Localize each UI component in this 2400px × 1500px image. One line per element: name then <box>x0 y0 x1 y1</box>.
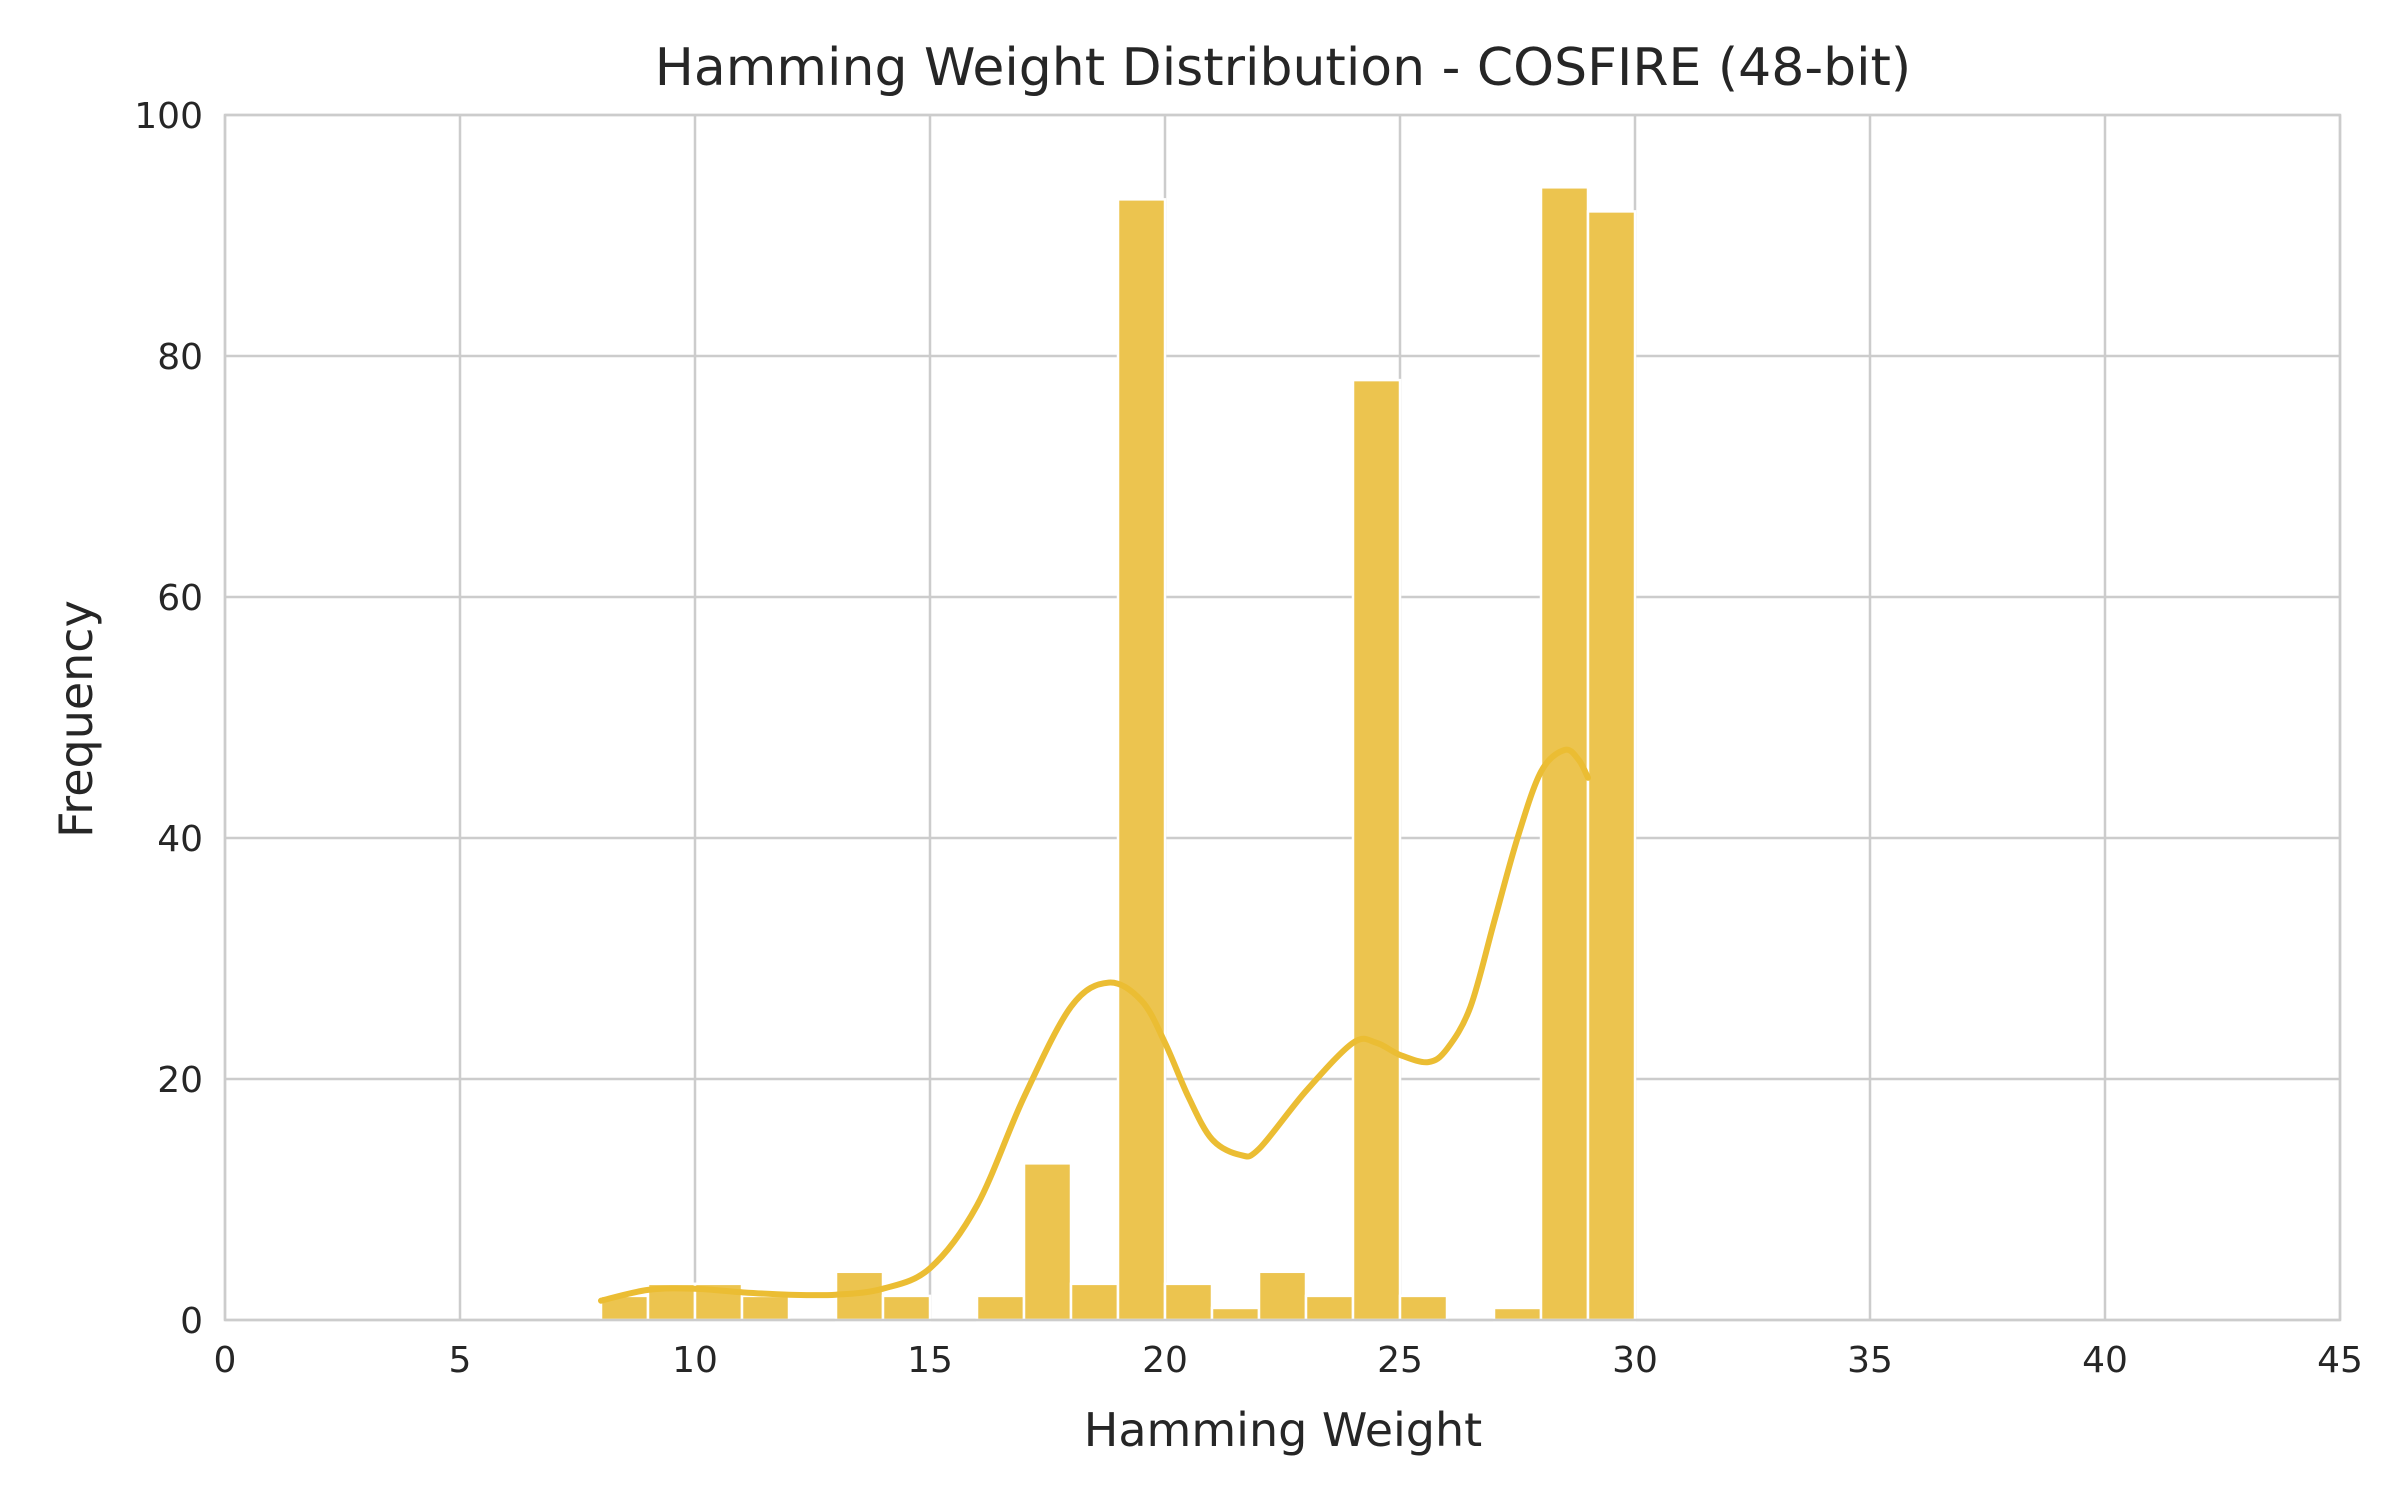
histogram-bar <box>1022 1162 1073 1322</box>
histogram-bar <box>740 1294 791 1322</box>
x-tick-label: 5 <box>449 1340 472 1381</box>
x-tick-label: 10 <box>672 1340 718 1381</box>
kde-curve-layer <box>598 746 1591 1304</box>
x-tick-label: 15 <box>907 1340 953 1381</box>
grid-lines <box>223 113 2342 1322</box>
x-tick-label: 25 <box>1377 1340 1423 1381</box>
histogram-bar <box>1210 1306 1261 1322</box>
x-tick-labels: 0 5 10 15 20 25 30 35 40 45 <box>214 1340 2363 1381</box>
y-tick-labels: 0 20 40 60 80 100 <box>134 96 203 1342</box>
y-axis-label: Frequency <box>49 600 103 838</box>
y-tick-label: 0 <box>180 1301 203 1342</box>
histogram-bar <box>881 1294 932 1322</box>
y-tick-label: 20 <box>157 1060 203 1101</box>
histogram-bar <box>1304 1294 1355 1322</box>
x-tick-label: 40 <box>2082 1340 2128 1381</box>
plot-frame <box>223 113 2342 1322</box>
histogram-bar <box>1586 210 1637 1322</box>
kde-curve <box>598 746 1591 1304</box>
y-tick-label: 80 <box>157 337 203 378</box>
histogram-bar <box>1069 1282 1120 1322</box>
histogram-bars <box>599 186 1637 1322</box>
y-tick-label: 60 <box>157 578 203 619</box>
histogram-bar <box>1116 198 1167 1322</box>
x-tick-label: 45 <box>2317 1340 2363 1381</box>
histogram-bar <box>1351 378 1402 1322</box>
histogram-bar <box>1539 186 1590 1322</box>
x-tick-label: 20 <box>1142 1340 1188 1381</box>
histogram-bar <box>975 1294 1026 1322</box>
histogram-bar <box>1257 1270 1308 1322</box>
y-tick-label: 40 <box>157 819 203 860</box>
x-tick-label: 0 <box>214 1340 237 1381</box>
x-tick-label: 35 <box>1847 1340 1893 1381</box>
y-tick-label: 100 <box>134 96 203 137</box>
histogram-bar <box>1492 1306 1543 1322</box>
histogram-bar <box>1163 1282 1214 1322</box>
x-tick-label: 30 <box>1612 1340 1658 1381</box>
histogram-bar <box>1398 1294 1449 1322</box>
x-axis-label: Hamming Weight <box>1084 1403 1482 1457</box>
chart-title: Hamming Weight Distribution - COSFIRE (4… <box>655 38 1911 98</box>
